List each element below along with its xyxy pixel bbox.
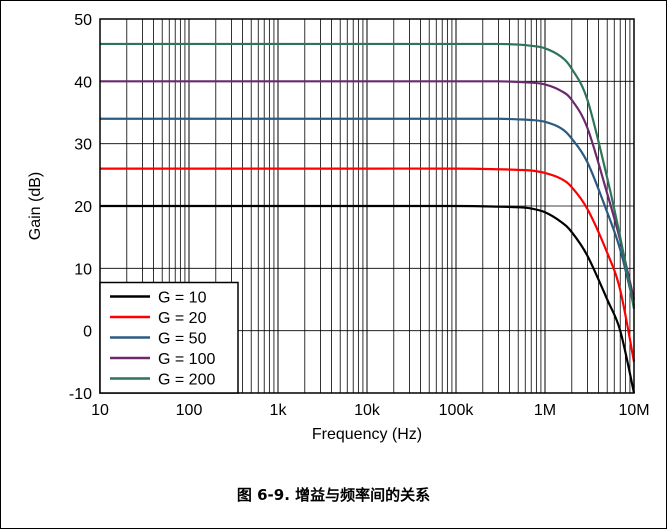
y-tick-label: 50 (74, 12, 92, 29)
series-line (100, 167, 636, 363)
x-tick-label: 1k (270, 402, 288, 419)
x-tick-label: 100k (439, 402, 475, 419)
y-axis-title: Gain (dB) (27, 172, 44, 240)
x-tick-label: 100 (176, 402, 203, 419)
tick-labels: 10 100 1k 10k 100k 1M 10M -10 0 10 20 30 40 50 (69, 12, 650, 419)
x-tick-label: 10 (91, 402, 109, 419)
legend-entry: G = 10 (158, 290, 207, 307)
y-tick-label: -10 (69, 386, 92, 403)
series-line (100, 42, 636, 310)
x-tick-label: 10M (618, 402, 649, 419)
y-tick-label: 40 (74, 74, 92, 91)
series-lines (100, 42, 636, 394)
y-tick-label: 20 (74, 199, 92, 216)
gain-vs-frequency-chart: 10 100 1k 10k 100k 1M 10M -10 0 10 20 30 40 50 Freque… (27, 12, 650, 443)
legend: G = 10 G = 20 G = 50 G = 100 G = 200 (99, 281, 239, 394)
y-tick-label: 10 (74, 261, 92, 278)
x-axis-title: Frequency (Hz) (312, 426, 422, 443)
y-tick-label: 30 (74, 137, 92, 154)
series-line (100, 204, 636, 394)
legend-entry: G = 200 (158, 372, 215, 389)
y-tick-label: 0 (83, 324, 92, 341)
x-tick-label: 10k (354, 402, 381, 419)
series-line (100, 80, 636, 300)
series-line (100, 117, 636, 306)
legend-entry: G = 20 (158, 310, 207, 327)
figure-caption: 图 6-9. 增益与频率间的关系 (236, 486, 431, 504)
legend-entry: G = 50 (158, 331, 207, 348)
legend-entry: G = 100 (158, 351, 215, 368)
x-tick-label: 1M (534, 402, 556, 419)
plot-area-border (99, 18, 635, 394)
